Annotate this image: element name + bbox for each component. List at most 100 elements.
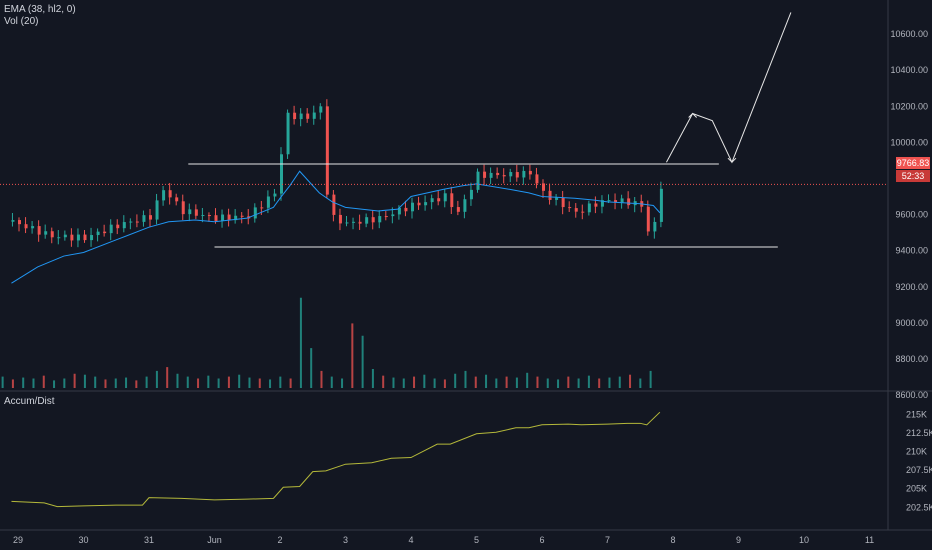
candle-body <box>325 106 329 195</box>
candle-body <box>463 199 467 212</box>
volume-bar <box>186 376 189 388</box>
candle-body <box>96 231 100 236</box>
volume-bar <box>32 378 35 388</box>
volume-bar <box>536 376 539 388</box>
candle-body <box>188 209 192 215</box>
volume-bar <box>83 374 86 388</box>
price-tick-label: 9200.00 <box>895 282 928 292</box>
candle-body <box>417 202 421 206</box>
candle-body <box>116 224 120 229</box>
price-tick-label: 10600.00 <box>890 29 928 39</box>
volume-legend[interactable]: Vol (20) <box>4 16 39 27</box>
candle-body <box>659 188 663 222</box>
candle-body <box>44 231 48 235</box>
candle-body <box>476 171 480 190</box>
candle-body <box>548 190 552 200</box>
candle-body <box>345 222 349 224</box>
candle-body <box>207 215 211 217</box>
price-tick-label: 9400.00 <box>895 246 928 256</box>
volume-bar <box>495 378 498 388</box>
candle-body <box>293 112 297 120</box>
candle-body <box>535 174 539 184</box>
volume-bar <box>392 377 395 388</box>
candle-body <box>70 234 74 241</box>
volume-bar <box>125 377 128 388</box>
candle-body <box>194 209 198 216</box>
candle-body <box>63 234 67 238</box>
volume-bar <box>104 379 107 388</box>
accum-dist-legend[interactable]: Accum/Dist <box>4 396 55 407</box>
candle-body <box>352 221 356 223</box>
candle-body <box>234 215 238 221</box>
candle-body <box>266 196 270 208</box>
candle-body <box>614 200 618 203</box>
candle-body <box>627 198 631 206</box>
volume-bar <box>402 378 405 388</box>
volume-bar <box>639 378 642 388</box>
volume-bar <box>135 380 138 388</box>
price-tick-label: 9600.00 <box>895 210 928 220</box>
time-tick-label: 7 <box>605 535 610 545</box>
candle-body <box>214 215 218 221</box>
candle-body <box>135 221 139 223</box>
candle-body <box>391 214 395 217</box>
candle-body <box>542 183 545 191</box>
volume-bar <box>413 376 416 388</box>
candle-body <box>83 234 87 241</box>
volume-bar <box>464 370 467 388</box>
accum-tick-label: 205K <box>906 484 927 494</box>
volume-bar <box>505 376 508 388</box>
volume-bar <box>1 376 4 388</box>
accum-tick-label: 210K <box>906 447 927 457</box>
candle-body <box>430 198 434 203</box>
volume-bar <box>608 377 611 388</box>
candle-body <box>384 216 388 218</box>
volume-bar <box>454 373 457 388</box>
ema-legend[interactable]: EMA (38, hl2, 0) <box>4 4 76 15</box>
volume-bar <box>567 376 570 388</box>
candle-body <box>574 208 578 212</box>
volume-bar <box>382 375 385 388</box>
volume-bar <box>351 323 354 388</box>
volume-bar <box>279 376 282 388</box>
price-tick-label: 10000.00 <box>890 137 928 147</box>
candle-body <box>450 193 454 208</box>
candle-body <box>90 235 94 241</box>
candle-body <box>57 237 61 239</box>
volume-bar <box>238 374 241 388</box>
candle-body <box>306 113 310 119</box>
volume-bar <box>423 374 426 388</box>
candle-body <box>122 222 126 229</box>
candle-body <box>286 112 290 155</box>
volume-bar <box>166 367 169 388</box>
time-tick-label: 9 <box>736 535 741 545</box>
time-tick-label: 11 <box>865 535 874 545</box>
volume-bar <box>207 375 210 388</box>
candle-body <box>443 193 447 202</box>
candle-body <box>397 207 401 215</box>
volume-bar <box>361 335 364 388</box>
candle-body <box>338 214 342 224</box>
volume-bar <box>258 378 261 388</box>
price-tick-label: 9000.00 <box>895 318 928 328</box>
volume-bar <box>197 378 200 388</box>
volume-bar <box>515 377 518 388</box>
candle-body <box>103 231 107 234</box>
volume-bar <box>227 376 230 388</box>
candle-body <box>646 206 650 232</box>
time-tick-label: Jun <box>207 535 222 545</box>
volume-bar <box>546 378 549 388</box>
accum-tick-label: 215K <box>906 409 927 419</box>
volume-bar <box>433 378 436 388</box>
volume-bar <box>114 378 117 388</box>
time-tick-label: 29 <box>13 535 23 545</box>
volume-bar <box>42 375 45 388</box>
price-tick-label: 10200.00 <box>890 101 928 111</box>
candle-body <box>299 113 303 120</box>
price-tick-label: 8800.00 <box>895 354 928 364</box>
candle-body <box>162 190 166 201</box>
volume-bar <box>629 374 632 388</box>
volume-bar <box>577 378 580 388</box>
